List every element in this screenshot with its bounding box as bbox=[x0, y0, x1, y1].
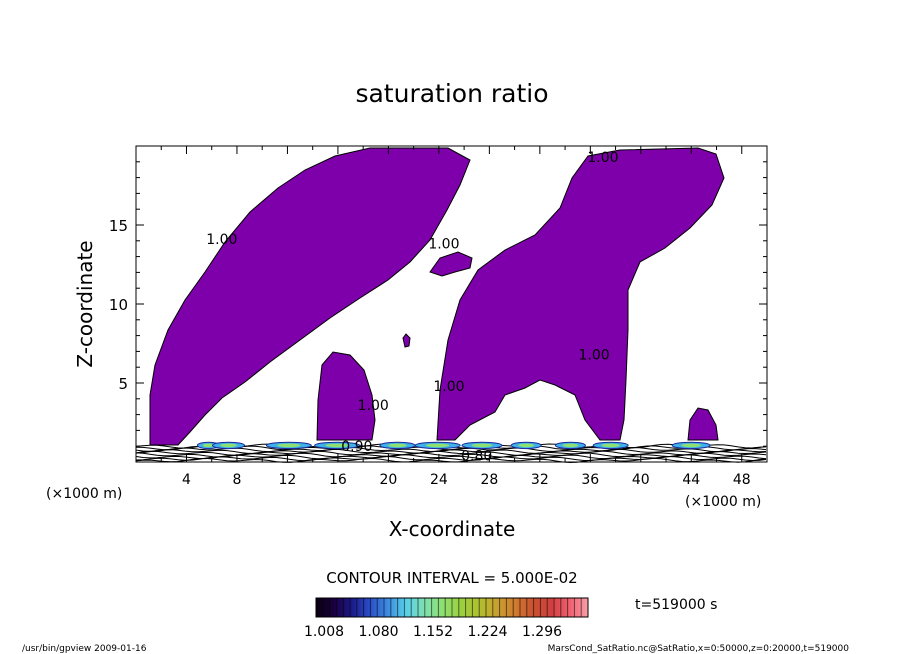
surface-spot-green bbox=[471, 443, 493, 448]
contour-label: 1.00 bbox=[358, 398, 389, 414]
x-tick-label: 8 bbox=[232, 472, 241, 488]
x-tick-label: 24 bbox=[430, 472, 448, 488]
surface-contour-line bbox=[135, 455, 767, 462]
blob-tiny bbox=[402, 333, 411, 348]
contour-label-group: 1.00 1.00 1.00 1.00 1.00 1.00 0.90 0.80 bbox=[206, 150, 618, 465]
surface-spot-green bbox=[388, 443, 407, 448]
contour-label: 1.00 bbox=[433, 379, 464, 395]
colorbar-tick-label: 1.296 bbox=[522, 624, 562, 640]
y-ticks: 5 10 15 bbox=[109, 161, 767, 447]
x-tick-label: 16 bbox=[329, 472, 347, 488]
footer-left: /usr/bin/gpview 2009-01-16 bbox=[22, 644, 147, 654]
x-tick-label: 36 bbox=[581, 472, 599, 488]
surface-spot-green bbox=[518, 443, 534, 448]
x-tick-label: 40 bbox=[632, 472, 650, 488]
contour-interval-text: CONTOUR INTERVAL = 5.000E-02 bbox=[326, 569, 577, 587]
y-tick-label: 10 bbox=[109, 296, 128, 314]
surface-contour-line bbox=[135, 448, 767, 454]
surface-spot-green bbox=[681, 443, 702, 448]
y-axis-label: Z-coordinate bbox=[73, 240, 97, 367]
plume-left bbox=[149, 147, 471, 446]
x-tick-label: 4 bbox=[182, 472, 191, 488]
x-tick-label: 32 bbox=[531, 472, 549, 488]
x-tick-label: 20 bbox=[379, 472, 397, 488]
contour-label: 1.00 bbox=[428, 237, 459, 253]
x-tick-label: 28 bbox=[480, 472, 498, 488]
surface-spot-green bbox=[202, 443, 215, 448]
plume-right bbox=[436, 147, 725, 441]
contour-label: 0.90 bbox=[341, 439, 372, 455]
surface-spot-green bbox=[220, 443, 237, 448]
x-unit-left: (×1000 m) bbox=[46, 486, 122, 502]
x-tick-label: 12 bbox=[279, 472, 297, 488]
x-axis-label: X-coordinate bbox=[389, 517, 516, 541]
chart-title: saturation ratio bbox=[355, 79, 548, 108]
colorbar-tick-label: 1.080 bbox=[358, 624, 398, 640]
plume-center-small bbox=[316, 351, 376, 441]
footer-right: MarsCond_SatRatio.nc@SatRatio,x=0:50000,… bbox=[548, 644, 850, 654]
surface-spot-green bbox=[562, 443, 579, 448]
x-tick-label: 48 bbox=[733, 472, 751, 488]
plume-blob bbox=[429, 251, 473, 277]
x-unit-right: (×1000 m) bbox=[685, 494, 761, 510]
colorbar-tick-label: 1.224 bbox=[467, 624, 507, 640]
surface-spot-green bbox=[425, 443, 450, 448]
contour-label: 1.00 bbox=[587, 150, 618, 166]
colorbar-tick-label: 1.152 bbox=[413, 624, 453, 640]
surface-spot-green bbox=[277, 443, 301, 448]
filled-regions bbox=[149, 147, 725, 446]
y-tick-label: 5 bbox=[118, 375, 128, 393]
surface-features bbox=[196, 441, 711, 450]
x-tick-label: 44 bbox=[682, 472, 700, 488]
colorbar-tick-label: 1.008 bbox=[304, 624, 344, 640]
plume-far-right bbox=[687, 407, 719, 441]
surface-spot-green bbox=[601, 443, 620, 448]
colorbar-tick-labels: 1.008 1.080 1.152 1.224 1.296 bbox=[304, 624, 562, 640]
colorbar bbox=[316, 598, 588, 617]
colorbar-frame bbox=[315, 597, 589, 618]
contour-label: 0.80 bbox=[461, 448, 492, 464]
time-text: t=519000 s bbox=[635, 597, 717, 613]
contour-label: 1.00 bbox=[579, 347, 610, 363]
x-ticks: 4 8 12 16 20 24 28 32 36 40 44 48 bbox=[160, 146, 751, 488]
y-tick-label: 15 bbox=[109, 217, 128, 235]
contour-label: 1.00 bbox=[206, 232, 237, 248]
surface-spot-green bbox=[325, 443, 349, 448]
